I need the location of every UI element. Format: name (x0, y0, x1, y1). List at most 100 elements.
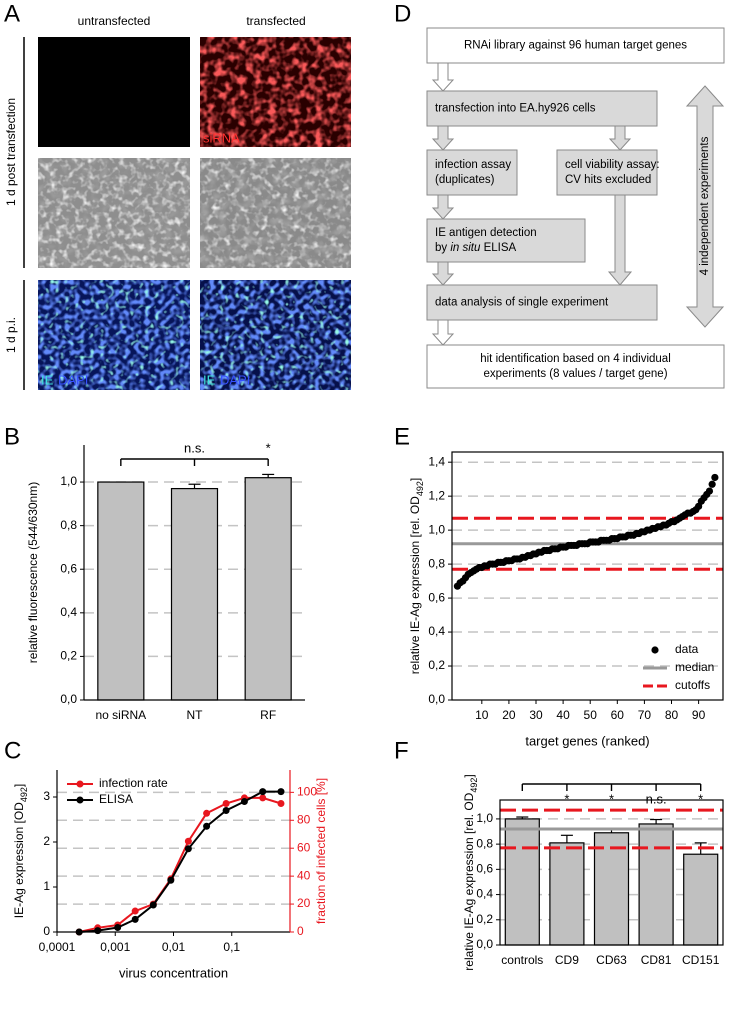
channel-label: IE (41, 372, 54, 387)
x-tick-label: 0,01 (162, 940, 186, 954)
y2-tick-label: 60 (297, 840, 311, 854)
flow-text-run: (duplicates) (435, 174, 495, 186)
legend-label: data (675, 642, 699, 656)
y-tick-label: 0,4 (476, 887, 493, 901)
significance-label: n.s. (184, 440, 205, 455)
x-tick-label: CD63 (596, 953, 627, 967)
x-axis-label: target genes (ranked) (525, 733, 649, 748)
y-tick-label: 1,0 (428, 522, 445, 536)
x-tick-label: 90 (692, 708, 706, 722)
flow-text-run: IE antigen detection (435, 227, 537, 239)
series-line (79, 790, 281, 933)
arrow (431, 62, 455, 92)
x-tick-label: 20 (502, 708, 516, 722)
series-point (114, 924, 122, 931)
series-point (259, 788, 267, 796)
y-axis-label-text: ] (462, 774, 476, 777)
y2-tick-label: 0 (297, 924, 304, 938)
x-tick-label: 0,0001 (39, 940, 76, 954)
y-tick-label: 0,0 (428, 692, 445, 706)
series-point (184, 845, 192, 853)
y-axis-label: relative IE-Ag expression [rel. OD492] (408, 478, 425, 674)
flow-text: RNAi library against 96 human target gen… (464, 40, 687, 52)
y-tick-label: 0,6 (60, 561, 77, 575)
bar (244, 477, 292, 701)
series-point (259, 794, 267, 802)
y-axis-label: relative IE-Ag expression [rel. OD492] (462, 774, 479, 970)
y-tick-label: 0,0 (60, 692, 77, 706)
flow-box (426, 90, 658, 127)
series-point (131, 915, 139, 923)
flow-text: experiments (8 values / target gene) (483, 368, 667, 380)
legend-marker (76, 780, 84, 788)
arrow (607, 194, 633, 286)
y2-tick-label: 100 (297, 785, 317, 799)
series-point (240, 798, 248, 805)
y-tick-label: 1,0 (60, 474, 77, 488)
flow-text: IE antigen detection (435, 227, 537, 239)
y-tick-label: 1,4 (428, 454, 445, 468)
y-tick-label: 2 (43, 834, 50, 848)
series-point (167, 876, 175, 884)
y-tick-label: 0,8 (428, 556, 445, 570)
x-axis-label: virus concentration (119, 965, 228, 980)
data-point (705, 487, 714, 495)
y-tick-label: 1,2 (428, 488, 445, 502)
flow-text-run: transfection into EA.hy926 cells (435, 103, 596, 115)
y-tick-label: 0,2 (476, 912, 493, 926)
arrow (608, 125, 632, 151)
series-point (94, 927, 102, 935)
flow-box (426, 149, 518, 196)
y-axis-label: IE-Ag expression [OD492] (12, 784, 29, 918)
micrograph-texture (200, 280, 351, 390)
series-point (277, 788, 285, 796)
bar (504, 818, 540, 946)
panel-letter: A (4, 0, 20, 27)
y-axis-label-sub: 492 (415, 481, 425, 496)
x-tick-label: no siRNA (95, 708, 146, 722)
panel-a: untransfected transfected 1 d post trans… (4, 14, 351, 390)
flow-text-run: hit identification based on 4 individual (480, 353, 671, 365)
flow-text-run: cell viability assay: (565, 159, 660, 171)
flow-text-run: ELISA (480, 242, 516, 254)
micrograph (38, 37, 190, 147)
y-tick-label: 0,8 (60, 518, 77, 532)
legend-label: infection rate (99, 776, 168, 790)
double-arrow (685, 85, 725, 328)
series-point (149, 901, 157, 909)
row-label: 1 d p.i. (4, 317, 18, 353)
y-axis-label-text: relative IE-Ag expression [rel. OD (408, 496, 422, 674)
micrograph-texture (200, 158, 351, 268)
x-tick-label: controls (501, 953, 543, 967)
significance-label: * (266, 440, 271, 455)
plot-frame (451, 451, 724, 701)
legend-label: ELISA (99, 792, 133, 806)
channel-label: siRNA (203, 130, 240, 145)
x-tick-label: 0,001 (100, 940, 130, 954)
column-header: untransfected (78, 14, 151, 28)
arrow (431, 194, 455, 220)
arrow (431, 125, 455, 151)
y-tick-label: 0 (43, 924, 50, 938)
flow-text: (duplicates) (435, 174, 495, 186)
x-tick-label: RF (260, 708, 276, 722)
y-tick-label: 0,8 (476, 836, 493, 850)
flow-text-run: experiments (8 values / target gene) (483, 368, 667, 380)
legend-label: cutoffs (675, 678, 710, 692)
x-tick-label: CD9 (555, 953, 579, 967)
flow-text: data analysis of single experiment (435, 297, 609, 309)
y-axis-label: fraction of infected cells [%] (314, 778, 328, 924)
y2-tick-label: 80 (297, 812, 311, 826)
significance-label: * (609, 791, 614, 806)
y-tick-label: 3 (43, 789, 50, 803)
flow-text-run: CV hits excluded (565, 174, 651, 186)
flow-text: by in situ ELISA (435, 242, 517, 254)
y-tick-label: 0,2 (60, 649, 77, 663)
x-tick-label: 40 (556, 708, 570, 722)
x-tick-label: 50 (584, 708, 598, 722)
y-axis-label-text: IE-Ag expression [OD (12, 802, 26, 918)
channel-label: IE (203, 372, 216, 387)
data-point (708, 480, 716, 488)
y-tick-label: 0,6 (476, 862, 493, 876)
